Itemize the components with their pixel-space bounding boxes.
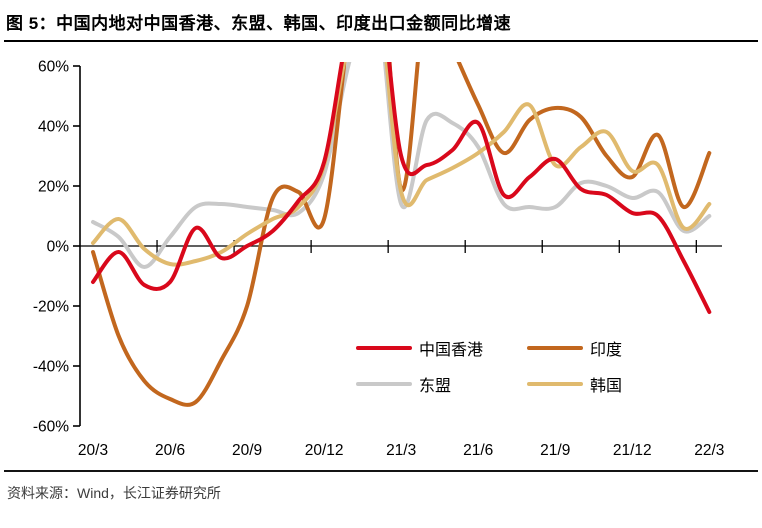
legend-label: 中国香港 bbox=[419, 342, 484, 359]
y-axis-label: 20% bbox=[38, 179, 69, 196]
legend-item-korea: 韩国 bbox=[527, 372, 622, 396]
source-text: 资料来源：Wind，长江证券研究所 bbox=[7, 485, 221, 501]
x-axis-label: 20/9 bbox=[232, 442, 262, 459]
series-line-asean bbox=[91, 62, 712, 269]
legend-label: 韩国 bbox=[590, 378, 623, 395]
legend-swatch-hongkong bbox=[356, 346, 412, 350]
bottom-divider bbox=[4, 470, 758, 472]
legend-item-india: 印度 bbox=[527, 336, 622, 360]
y-axis-label: -20% bbox=[33, 299, 69, 316]
title-underline bbox=[4, 40, 758, 42]
series-group bbox=[91, 62, 712, 407]
x-axis-label: 20/6 bbox=[155, 442, 185, 459]
x-axis-label: 21/12 bbox=[613, 442, 652, 459]
x-axis-label: 20/3 bbox=[78, 442, 108, 459]
page-title: 图 5：中国内地对中国香港、东盟、韩国、印度出口金额同比增速 bbox=[6, 14, 512, 33]
x-axis-label: 20/12 bbox=[305, 442, 344, 459]
legend-label: 印度 bbox=[590, 342, 623, 359]
series-line-hongkong bbox=[91, 62, 712, 314]
x-axis-label: 21/9 bbox=[540, 442, 570, 459]
y-axis-label: -40% bbox=[33, 359, 69, 376]
legend-item-hongkong: 中国香港 bbox=[356, 336, 483, 360]
legend-label: 东盟 bbox=[419, 378, 452, 395]
x-axis-label: 21/3 bbox=[386, 442, 416, 459]
series-line-korea bbox=[91, 62, 712, 267]
legend-swatch-india bbox=[527, 346, 583, 350]
y-axis-label: 40% bbox=[38, 119, 69, 136]
legend-item-asean: 东盟 bbox=[356, 372, 451, 396]
legend-swatch-korea bbox=[527, 382, 583, 386]
legend-swatch-asean bbox=[356, 382, 412, 386]
x-axis-label: 22/3 bbox=[694, 442, 724, 459]
y-axis-label: 0% bbox=[47, 239, 70, 256]
x-axis-label: 21/6 bbox=[463, 442, 493, 459]
y-axis-label: -60% bbox=[33, 419, 69, 436]
y-axis-label: 60% bbox=[38, 59, 69, 76]
